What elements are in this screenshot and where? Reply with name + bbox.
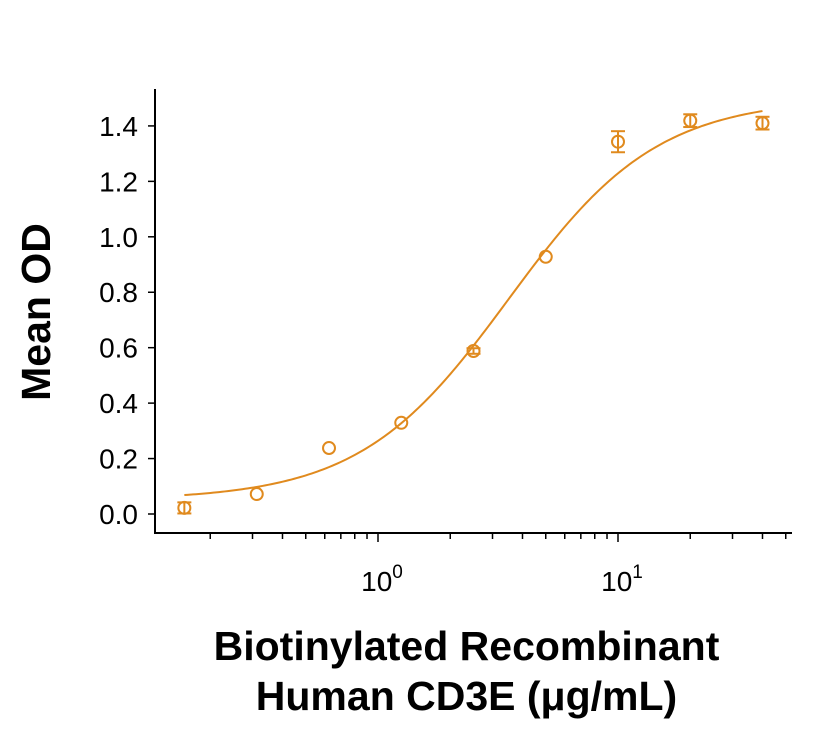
- y-tick-label: 1.0: [99, 222, 138, 253]
- y-tick-label: 0.2: [99, 444, 138, 475]
- x-tick-label-base: 10: [601, 566, 633, 597]
- y-axis-ticks: 0.0 0.2 0.4 0.6 0.8 1.0 1.2 1.4: [99, 111, 155, 530]
- point-marker: [683, 113, 698, 128]
- data-point: [322, 441, 337, 456]
- point-marker: [177, 500, 192, 515]
- x-axis-label: Biotinylated Recombinant Human CD3E (μg/…: [0, 621, 833, 721]
- point-marker: [394, 415, 409, 430]
- point-marker: [538, 249, 553, 264]
- data-point: [249, 487, 264, 502]
- point-marker: [249, 487, 264, 502]
- x-tick-label-exponent: 1: [632, 562, 643, 583]
- data-point: [611, 130, 625, 154]
- x-axis-label-line-2: Human CD3E (μg/mL): [255, 673, 678, 719]
- y-tick-label: 1.2: [99, 166, 138, 197]
- data-point: [755, 115, 770, 131]
- x-tick-label: 100: [361, 562, 403, 598]
- point-marker: [755, 116, 770, 131]
- y-tick-label: 0.4: [99, 388, 138, 419]
- data-point: [394, 415, 409, 430]
- y-axis-label: Mean OD: [13, 223, 59, 401]
- point-marker: [466, 344, 481, 359]
- axes: [154, 89, 792, 542]
- data-point: [466, 344, 481, 359]
- data-point: [177, 500, 192, 515]
- y-tick-label: 0.0: [99, 499, 138, 530]
- x-tick-label-exponent: 0: [392, 562, 403, 583]
- data-point: [538, 249, 553, 264]
- y-tick-label: 0.8: [99, 277, 138, 308]
- data-points: [177, 113, 770, 515]
- point-marker: [611, 134, 625, 149]
- y-tick-label: 0.6: [99, 333, 138, 364]
- data-point: [683, 113, 698, 129]
- x-axis-label-line-1: Biotinylated Recombinant: [213, 623, 720, 669]
- fit-curve: [184, 110, 763, 497]
- y-tick-label: 1.4: [99, 111, 138, 142]
- x-tick-label: 101: [601, 562, 643, 598]
- x-tick-label-base: 10: [361, 566, 393, 597]
- point-marker: [322, 441, 337, 456]
